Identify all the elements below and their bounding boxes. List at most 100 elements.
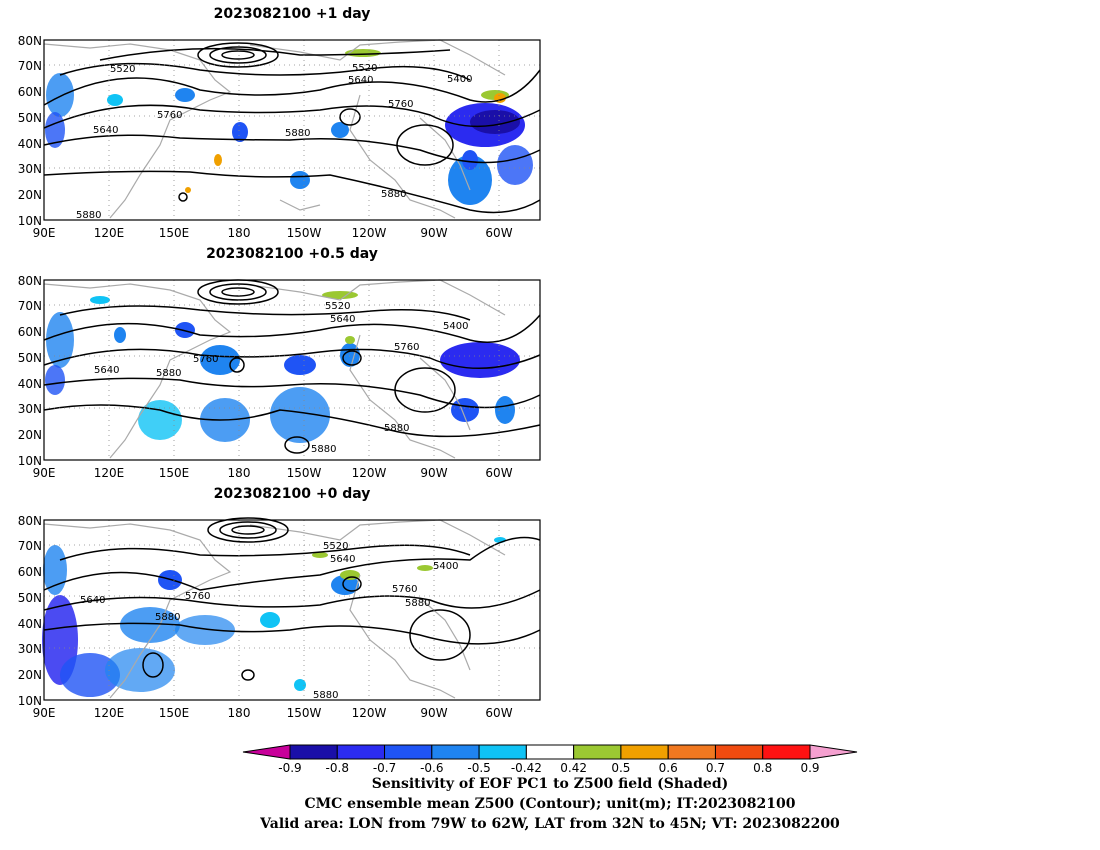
contour-labels: 5520 5640 5400 5760 5880 5640 5760 5880 … — [80, 541, 458, 701]
contour-labels: 5520 5640 5400 5760 5640 5760 5880 5880 … — [94, 301, 468, 455]
colorbar-tick-labels: -0.9 -0.8 -0.7 -0.6 -0.5 -0.42 0.42 0.5 0.6 0.7 0.… — [278, 761, 819, 774]
svg-text:150E: 150E — [159, 466, 190, 480]
contour-label: 5520 — [323, 541, 348, 552]
contour-label: 5760 — [193, 354, 218, 365]
svg-text:60W: 60W — [485, 466, 512, 480]
colorbar-box — [478, 744, 527, 760]
contour-label: 5880 — [313, 690, 338, 701]
svg-text:20N: 20N — [18, 668, 42, 682]
svg-text:90W: 90W — [420, 226, 447, 240]
svg-text:120W: 120W — [352, 466, 387, 480]
contour-label: 5760 — [394, 342, 419, 353]
contour-label: 5760 — [157, 110, 182, 121]
svg-text:90W: 90W — [420, 466, 447, 480]
svg-text:80N: 80N — [18, 274, 42, 288]
contour-label: 5880 — [76, 210, 101, 221]
svg-text:90E: 90E — [33, 466, 56, 480]
colorbar-tick-label: -0.6 — [420, 761, 443, 774]
colorbar-box — [525, 744, 575, 760]
svg-text:60N: 60N — [18, 85, 42, 99]
colorbar-box — [289, 744, 338, 760]
svg-text:30N: 30N — [18, 402, 42, 416]
lon-tick-labels: 90E 120E 150E 180 150W 120W 90W 60W — [33, 706, 513, 720]
panel-title: 2023082100 +0 day — [213, 486, 371, 502]
svg-text:10N: 10N — [18, 214, 42, 228]
contour-label: 5640 — [330, 554, 355, 565]
svg-text:120E: 120E — [94, 706, 125, 720]
colorbar-area: -0.9 -0.8 -0.7 -0.6 -0.5 -0.42 0.42 0.5 0.6 0.7 0.… — [0, 730, 1100, 850]
contour-label: 5760 — [388, 99, 413, 110]
contours — [43, 42, 541, 214]
colorbar-tick-label: 0.7 — [706, 761, 725, 774]
map-panel-2: 2023082100 +0.5 day — [0, 240, 560, 480]
contour-label: 5520 — [325, 301, 350, 312]
svg-text:90E: 90E — [33, 706, 56, 720]
svg-text:50N: 50N — [18, 591, 42, 605]
contour-label: 5880 — [381, 189, 406, 200]
svg-text:180: 180 — [228, 226, 251, 240]
colorbar-tick-label: -0.8 — [326, 761, 349, 774]
svg-text:150E: 150E — [159, 226, 190, 240]
colorbar-box — [667, 744, 716, 760]
svg-text:70N: 70N — [18, 299, 42, 313]
contour-label: 5640 — [93, 125, 118, 136]
gridlines — [44, 280, 540, 460]
colorbar-tick-label: 0.6 — [659, 761, 678, 774]
svg-text:150W: 150W — [287, 466, 322, 480]
colorbar-tick-label: -0.42 — [511, 761, 542, 774]
map-plot: 5520 5640 5400 5760 5640 5760 5880 5880 … — [18, 34, 541, 240]
map-plot: 5520 5640 5400 5760 5640 5760 5880 5880 … — [18, 274, 541, 480]
contour-label: 5880 — [156, 368, 181, 379]
svg-text:60N: 60N — [18, 565, 42, 579]
svg-text:10N: 10N — [18, 454, 42, 468]
contours — [43, 517, 541, 681]
svg-text:20N: 20N — [18, 188, 42, 202]
colorbar-tick-label: -0.9 — [278, 761, 301, 774]
colorbar-high-triangle — [809, 744, 858, 760]
svg-text:40N: 40N — [18, 137, 42, 151]
svg-text:80N: 80N — [18, 514, 42, 528]
map-plot: 5520 5640 5400 5760 5880 5640 5760 5880 … — [18, 514, 541, 720]
lat-tick-labels: 80N 70N 60N 50N 40N 30N 20N 10N — [18, 34, 42, 228]
lon-tick-labels: 90E 120E 150E 180 150W 120W 90W 60W — [33, 226, 513, 240]
lat-tick-labels: 80N 70N 60N 50N 40N 30N 20N 10N — [18, 274, 42, 468]
gridlines — [44, 520, 540, 700]
contour-label: 5760 — [185, 591, 210, 602]
contour-label: 5640 — [94, 365, 119, 376]
svg-text:40N: 40N — [18, 377, 42, 391]
svg-text:180: 180 — [228, 706, 251, 720]
contour-label: 5640 — [330, 314, 355, 325]
contour-label: 5880 — [285, 128, 310, 139]
caption-line-3: Valid area: LON from 79W to 62W, LAT fro… — [260, 816, 840, 832]
svg-text:90W: 90W — [420, 706, 447, 720]
contour-labels: 5520 5640 5400 5760 5640 5760 5880 5880 … — [76, 63, 472, 221]
contour-label: 5880 — [405, 598, 430, 609]
svg-text:40N: 40N — [18, 617, 42, 631]
contour-label: 5640 — [80, 595, 105, 606]
svg-text:70N: 70N — [18, 539, 42, 553]
map-frame — [43, 519, 541, 701]
coastlines — [43, 39, 506, 219]
contour-label: 5760 — [392, 584, 417, 595]
lon-tick-labels: 90E 120E 150E 180 150W 120W 90W 60W — [33, 466, 513, 480]
svg-text:150W: 150W — [287, 226, 322, 240]
svg-text:150W: 150W — [287, 706, 322, 720]
svg-text:60W: 60W — [485, 226, 512, 240]
caption-line-1: Sensitivity of EOF PC1 to Z500 field (Sh… — [371, 776, 729, 792]
contour-label: 5400 — [447, 74, 472, 85]
svg-text:60N: 60N — [18, 325, 42, 339]
colorbar-boxes — [289, 744, 811, 760]
map-frame — [43, 279, 541, 461]
svg-text:150E: 150E — [159, 706, 190, 720]
panel-title: 2023082100 +1 day — [213, 6, 371, 22]
colorbar-box — [336, 744, 386, 760]
colorbar-box — [620, 744, 669, 760]
coastlines — [43, 519, 506, 699]
contour-label: 5400 — [433, 561, 458, 572]
colorbar-box — [573, 744, 622, 760]
colorbar-tick-label: 0.9 — [800, 761, 819, 774]
gridlines — [44, 40, 540, 220]
contour-label: 5880 — [311, 444, 336, 455]
colorbar-box — [714, 744, 764, 760]
svg-text:50N: 50N — [18, 351, 42, 365]
